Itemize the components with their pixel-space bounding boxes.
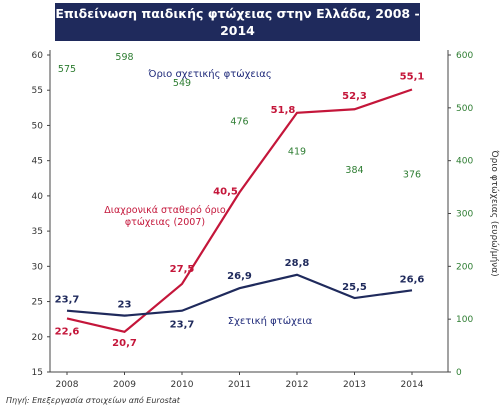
- y2-tick-label: 200: [456, 262, 473, 272]
- x-tick-label: 2009: [113, 380, 136, 390]
- threshold-value-label: 549: [173, 78, 191, 89]
- x-tick-label: 2014: [401, 380, 424, 390]
- threshold-value-label: 419: [288, 147, 306, 158]
- data-label-fixed-threshold: 51,8: [271, 105, 296, 116]
- threshold-value-label: 376: [403, 169, 421, 180]
- threshold-value-label: 476: [230, 117, 248, 128]
- y2-tick-label: 400: [456, 157, 473, 167]
- data-label-fixed-threshold: 22,6: [55, 326, 80, 337]
- data-label-relative: 26,9: [227, 271, 252, 282]
- y2-axis-label: Όριο φτώχειας (ευρώ/μήνα): [489, 149, 500, 276]
- data-label-fixed-threshold: 52,3: [342, 91, 367, 102]
- y2-tick-label: 100: [456, 315, 473, 325]
- threshold-value-label: 598: [115, 52, 133, 63]
- y2-tick-label: 0: [456, 368, 462, 378]
- annotation-fixed-threshold-line1: Διαχρονικά σταθερό όριο: [104, 205, 226, 216]
- y2-tick-label: 300: [456, 210, 473, 220]
- y-tick-label: 40: [32, 192, 44, 202]
- x-tick-label: 2011: [228, 380, 251, 390]
- threshold-value-label: 575: [58, 64, 76, 75]
- data-label-fixed-threshold: 20,7: [112, 338, 137, 349]
- x-tick-label: 2010: [171, 380, 194, 390]
- data-label-relative: 26,6: [400, 274, 425, 285]
- source-note: Πηγή: Επεξεργασία στοιχείων από Eurostat: [6, 396, 180, 405]
- x-tick-label: 2012: [286, 380, 309, 390]
- y2-tick-label: 600: [456, 51, 473, 61]
- chart-title-line2: (έρευνες 2009 - 2015): [160, 40, 315, 55]
- y-tick-label: 20: [32, 333, 44, 343]
- data-label-fixed-threshold: 55,1: [400, 72, 425, 83]
- data-label-fixed-threshold: 27,5: [170, 264, 195, 275]
- x-tick-label: 2008: [56, 380, 79, 390]
- annotation-threshold-name: Όριο σχετικής φτώχειας: [147, 68, 271, 80]
- y2-tick-label: 500: [456, 104, 473, 114]
- y-tick-label: 60: [32, 51, 44, 61]
- data-label-relative: 25,5: [342, 282, 367, 293]
- chart-title-line1: Επιδείνωση παιδικής φτώχειας στην Ελλάδα…: [55, 6, 420, 38]
- data-label-fixed-threshold: 40,5: [213, 186, 238, 197]
- y-tick-label: 30: [32, 262, 44, 272]
- chart-title: Επιδείνωση παιδικής φτώχειας στην Ελλάδα…: [55, 3, 420, 55]
- series-line-fixed-threshold: [66, 88, 413, 334]
- x-tick-label: 2013: [343, 380, 366, 390]
- annotation-fixed-threshold-line2: φτώχειας (2007): [125, 217, 205, 228]
- series-line-relative: [66, 273, 413, 317]
- threshold-value-label: 384: [345, 165, 363, 176]
- y-tick-label: 50: [32, 121, 44, 131]
- data-label-relative: 23,7: [170, 320, 195, 331]
- y-tick-label: 25: [32, 298, 43, 308]
- data-label-relative: 23,7: [55, 295, 80, 306]
- y-tick-label: 55: [32, 86, 43, 96]
- annotation-relative-poverty: Σχετική φτώχεια: [228, 315, 313, 327]
- y-tick-label: 45: [32, 157, 43, 167]
- data-label-relative: 23: [118, 300, 132, 311]
- data-label-relative: 28,8: [285, 258, 310, 269]
- y-tick-label: 15: [32, 368, 43, 378]
- y-tick-label: 35: [32, 227, 43, 237]
